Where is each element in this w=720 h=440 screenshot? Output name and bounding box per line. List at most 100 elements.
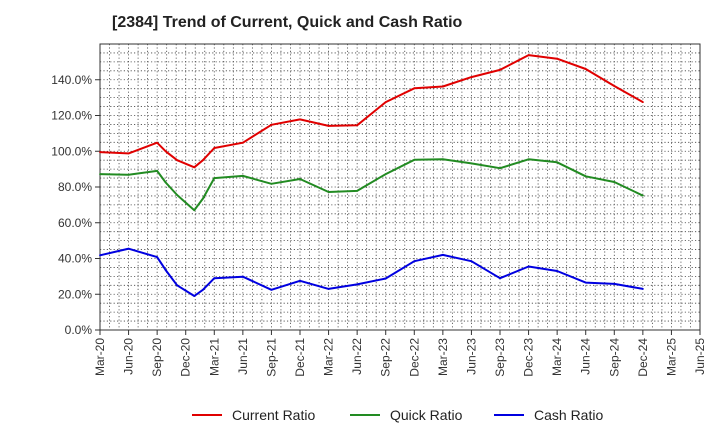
x-tick-label: Mar-24 bbox=[550, 338, 564, 376]
series-line-current-ratio bbox=[99, 54, 644, 169]
data-point-current-ratio bbox=[127, 152, 130, 155]
data-point-current-ratio bbox=[470, 76, 473, 78]
x-tick-label: Dec-22 bbox=[407, 338, 421, 377]
legend-item-current-ratio: Current Ratio bbox=[192, 404, 315, 426]
data-point-cash-ratio bbox=[202, 288, 204, 291]
x-tick-label: Mar-25 bbox=[664, 338, 678, 376]
data-point-cash-ratio bbox=[299, 279, 301, 282]
y-tick-label: 0.0% bbox=[65, 323, 93, 337]
data-point-quick-ratio bbox=[327, 191, 330, 193]
data-point-quick-ratio bbox=[442, 158, 444, 161]
data-point-current-ratio bbox=[356, 124, 358, 127]
legend-item-cash-ratio: Cash Ratio bbox=[494, 404, 603, 426]
data-point-quick-ratio bbox=[193, 209, 196, 212]
y-tick-label: 40.0% bbox=[58, 252, 92, 266]
data-point-current-ratio bbox=[327, 125, 330, 127]
legend-label-current-ratio: Current Ratio bbox=[232, 407, 316, 423]
data-point-quick-ratio bbox=[556, 161, 558, 164]
legend-label-quick-ratio: Quick Ratio bbox=[390, 407, 463, 423]
data-point-cash-ratio bbox=[499, 277, 501, 280]
data-point-quick-ratio bbox=[642, 194, 644, 197]
legend-swatch-cash-ratio bbox=[494, 414, 524, 416]
data-point-cash-ratio bbox=[99, 254, 101, 257]
x-tick-label: Jun-21 bbox=[236, 338, 250, 375]
data-point-cash-ratio bbox=[193, 295, 196, 297]
data-point-cash-ratio bbox=[442, 254, 444, 256]
data-point-current-ratio bbox=[299, 118, 301, 121]
data-point-current-ratio bbox=[202, 159, 204, 162]
x-tick-label: Mar-21 bbox=[207, 338, 221, 376]
data-point-cash-ratio bbox=[164, 269, 167, 271]
legend: Current Ratio Quick Ratio Cash Ratio bbox=[0, 404, 720, 428]
data-point-quick-ratio bbox=[164, 181, 167, 184]
x-tick-label: Jun-22 bbox=[350, 338, 364, 375]
data-point-quick-ratio bbox=[176, 194, 179, 196]
data-point-current-ratio bbox=[556, 57, 558, 60]
data-point-cash-ratio bbox=[556, 270, 558, 272]
legend-item-quick-ratio: Quick Ratio bbox=[350, 404, 462, 426]
data-point-cash-ratio bbox=[127, 247, 130, 250]
x-tick-label: Dec-21 bbox=[293, 338, 307, 377]
data-point-cash-ratio bbox=[642, 288, 644, 290]
data-point-quick-ratio bbox=[99, 173, 101, 176]
y-tick-label: 100.0% bbox=[51, 144, 92, 158]
data-point-quick-ratio bbox=[527, 158, 530, 161]
data-point-quick-ratio bbox=[270, 182, 273, 185]
data-point-cash-ratio bbox=[384, 277, 387, 280]
data-point-quick-ratio bbox=[413, 158, 416, 161]
data-point-quick-ratio bbox=[202, 197, 204, 200]
x-tick-label: Dec-24 bbox=[636, 338, 650, 377]
data-point-quick-ratio bbox=[213, 177, 216, 180]
data-point-quick-ratio bbox=[299, 178, 301, 180]
data-point-current-ratio bbox=[176, 159, 179, 162]
y-tick-label: 120.0% bbox=[51, 109, 92, 123]
x-tick-label: Mar-22 bbox=[322, 338, 336, 376]
x-tick-label: Dec-20 bbox=[179, 338, 193, 377]
data-point-cash-ratio bbox=[356, 283, 358, 286]
data-point-current-ratio bbox=[384, 101, 387, 103]
data-point-cash-ratio bbox=[213, 277, 216, 280]
series-line-cash-ratio bbox=[99, 247, 644, 297]
x-tick-label: Sep-23 bbox=[493, 338, 507, 377]
data-point-cash-ratio bbox=[584, 281, 587, 284]
data-point-cash-ratio bbox=[470, 260, 473, 263]
data-point-cash-ratio bbox=[156, 256, 159, 258]
data-point-quick-ratio bbox=[356, 190, 358, 192]
data-point-current-ratio bbox=[213, 147, 216, 149]
x-tick-label: Jun-20 bbox=[122, 338, 136, 375]
y-tick-label: 60.0% bbox=[58, 216, 92, 230]
x-tick-label: Mar-20 bbox=[93, 338, 107, 376]
y-tick-label: 20.0% bbox=[58, 287, 92, 301]
x-tick-label: Sep-22 bbox=[379, 338, 393, 377]
data-point-current-ratio bbox=[99, 151, 101, 154]
x-tick-label: Jun-23 bbox=[464, 338, 478, 375]
x-tick-label: Dec-23 bbox=[522, 338, 536, 377]
data-point-current-ratio bbox=[242, 141, 244, 144]
data-point-current-ratio bbox=[442, 85, 444, 88]
data-point-cash-ratio bbox=[242, 275, 244, 278]
data-point-quick-ratio bbox=[127, 173, 130, 176]
data-point-quick-ratio bbox=[470, 162, 473, 165]
data-point-current-ratio bbox=[499, 69, 501, 71]
x-tick-label: Sep-24 bbox=[607, 338, 621, 377]
x-tick-label: Sep-21 bbox=[264, 338, 278, 377]
data-point-current-ratio bbox=[270, 123, 273, 126]
y-tick-label: 140.0% bbox=[51, 73, 92, 87]
data-point-current-ratio bbox=[527, 54, 530, 56]
data-point-current-ratio bbox=[164, 150, 167, 153]
data-point-cash-ratio bbox=[327, 288, 330, 290]
legend-swatch-current-ratio bbox=[192, 414, 222, 416]
y-tick-label: 80.0% bbox=[58, 180, 92, 194]
data-point-current-ratio bbox=[642, 101, 644, 103]
data-point-cash-ratio bbox=[176, 284, 179, 287]
data-point-current-ratio bbox=[584, 68, 587, 70]
x-tick-label: Jun-24 bbox=[579, 338, 593, 375]
chart-title: [2384] Trend of Current, Quick and Cash … bbox=[112, 14, 463, 31]
series-line-quick-ratio bbox=[99, 158, 644, 212]
data-point-quick-ratio bbox=[384, 173, 387, 176]
data-point-quick-ratio bbox=[242, 175, 244, 177]
data-point-current-ratio bbox=[193, 166, 196, 169]
data-point-cash-ratio bbox=[527, 265, 530, 268]
data-point-cash-ratio bbox=[413, 260, 416, 263]
